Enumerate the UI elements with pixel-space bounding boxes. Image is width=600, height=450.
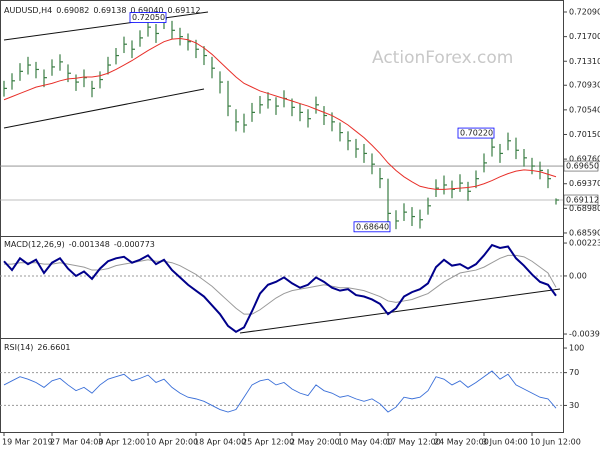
y-tick-label: 70 bbox=[569, 368, 579, 377]
price-box-label: 0.69112 bbox=[566, 196, 599, 205]
price-box-label: 0.69650 bbox=[566, 162, 599, 171]
y-tick-label: 0.72090 bbox=[569, 8, 600, 17]
annotation-label: 0.70220 bbox=[460, 129, 493, 138]
x-tick-label: 27 Mar 04:00 bbox=[50, 438, 103, 447]
header-value: 0.69138 bbox=[93, 6, 126, 15]
x-tick-label: 10 May 04:00 bbox=[338, 438, 393, 447]
price-box bbox=[563, 160, 599, 172]
frame bbox=[0, 0, 564, 433]
y-tick-label: 0.68980 bbox=[569, 204, 600, 213]
x-tick-label: 17 May 12:00 bbox=[386, 438, 441, 447]
x-tick-label: 10 Apr 20:00 bbox=[146, 438, 198, 447]
annotation-label: 0.72050 bbox=[132, 13, 165, 22]
x-tick-label: 25 Apr 12:00 bbox=[242, 438, 294, 447]
x-tick-label: 2 May 20:00 bbox=[290, 438, 340, 447]
y-tick-label: 0.71700 bbox=[569, 32, 600, 41]
rsi-title: RSI(14) bbox=[4, 343, 33, 352]
x-tick-label: 3 Jun 04:00 bbox=[482, 438, 528, 447]
y-tick-label: 0.71310 bbox=[569, 57, 600, 66]
rsi-value: 26.6601 bbox=[37, 343, 70, 352]
y-tick-label: 0.68590 bbox=[569, 228, 600, 237]
y-tick-label: 0.70150 bbox=[569, 130, 600, 139]
y-tick-label: 0.00 bbox=[569, 271, 587, 280]
y-tick-label: 0.69370 bbox=[569, 179, 600, 188]
macd-signal-value: -0.000773 bbox=[114, 240, 155, 249]
header: AUDUSD,H4 0.69082 0.69138 0.69040 0.69112 bbox=[4, 6, 201, 15]
trend-line bbox=[239, 288, 561, 334]
series-line bbox=[4, 254, 557, 315]
channel-line bbox=[3, 88, 205, 129]
annotation-box bbox=[129, 12, 167, 23]
watermark: ActionForex.com bbox=[372, 48, 513, 68]
header-value: 0.69082 bbox=[56, 6, 89, 15]
header-value: 0.69112 bbox=[168, 6, 201, 15]
annotation-box bbox=[353, 221, 391, 233]
x-tick-label: 10 Jun 12:00 bbox=[530, 438, 581, 447]
rsi-label: RSI(14) 26.6601 bbox=[4, 343, 71, 352]
channel-line bbox=[3, 11, 209, 41]
macd-main-value: -0.001348 bbox=[69, 240, 110, 249]
y-tick-label: 0.69760 bbox=[569, 155, 600, 164]
y-tick-label: -0.00395 bbox=[569, 330, 600, 339]
y-tick-label: 0.002237 bbox=[569, 239, 600, 248]
macd-title: MACD(12,26,9) bbox=[4, 240, 65, 249]
series-line bbox=[3, 370, 557, 413]
x-tick-label: 18 Apr 04:00 bbox=[194, 438, 246, 447]
price-box bbox=[563, 194, 599, 206]
x-tick-label: 3 Apr 12:00 bbox=[98, 438, 145, 447]
annotation-box bbox=[457, 127, 495, 139]
y-tick-label: 0.70540 bbox=[569, 105, 600, 114]
y-tick-label: 100 bbox=[569, 344, 584, 353]
series-line bbox=[3, 243, 557, 334]
series-line bbox=[3, 38, 557, 190]
annotation-label: 0.68640 bbox=[356, 222, 389, 231]
macd-label: MACD(12,26,9) -0.001348 -0.000773 bbox=[4, 240, 155, 249]
header-value: 0.69040 bbox=[130, 6, 163, 15]
y-tick-label: 0.70930 bbox=[569, 81, 600, 90]
symbol: AUDUSD,H4 bbox=[4, 6, 52, 15]
x-tick-label: 24 May 20:00 bbox=[434, 438, 489, 447]
x-tick-label: 19 Mar 2019 bbox=[2, 438, 53, 447]
y-tick-label: 30 bbox=[569, 401, 579, 410]
